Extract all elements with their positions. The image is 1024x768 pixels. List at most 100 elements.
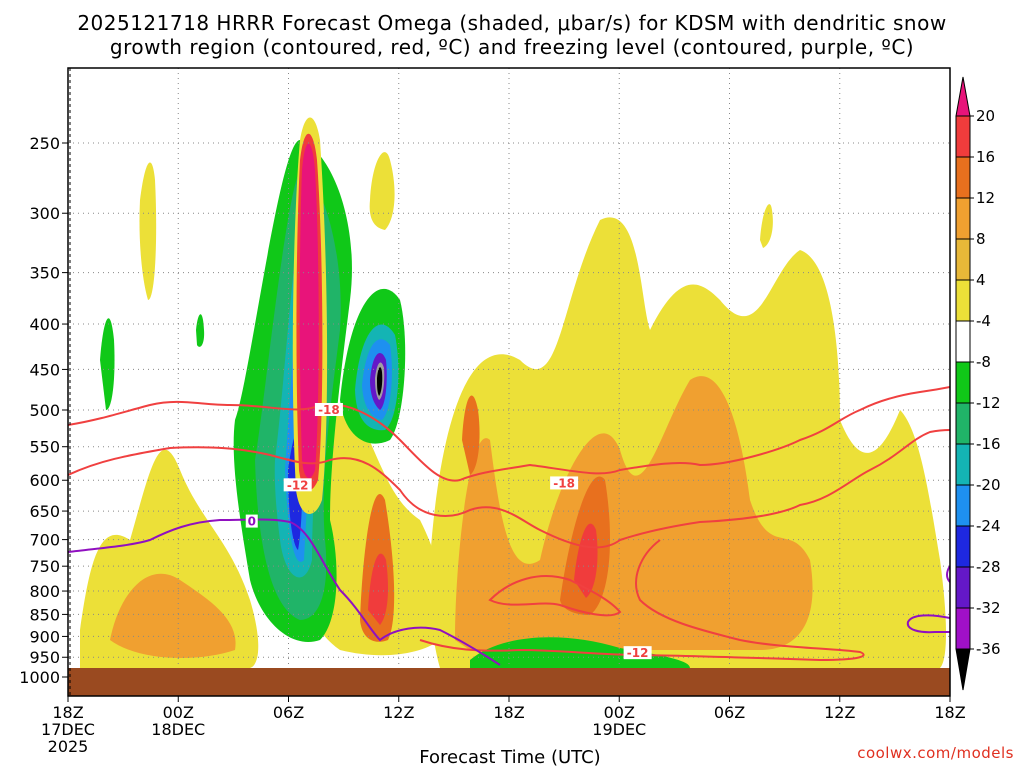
colorbar-label: 4: [976, 271, 986, 289]
x-axis-title: Forecast Time (UTC): [419, 747, 600, 768]
colorbar-swatch: [955, 156, 971, 199]
x-tick-label: 06Z: [273, 703, 304, 722]
dgz-contour-label: -18: [553, 476, 575, 490]
x-tick-label: 06Z: [714, 703, 745, 722]
freezing-contour-0-east: [906, 614, 950, 634]
x-tick-label: 18Z: [52, 703, 83, 722]
omega-region-ascent-weak: [139, 162, 157, 300]
colorbar-swatch: [955, 320, 971, 363]
omega-region-descent-weak: [100, 318, 115, 410]
x-tick-label: 00Z: [163, 703, 194, 722]
dgz-contour-label: -18: [318, 403, 340, 417]
credit-text: coolwx.com/models: [857, 744, 1014, 762]
dgz-contour-minus12-lower: [419, 539, 865, 662]
colorbar-label: -16: [976, 435, 1001, 453]
freezing-contour-0: [68, 518, 501, 666]
colorbar-swatch: [955, 566, 971, 609]
x-tick-label: 18Z: [493, 703, 524, 722]
plot-area: -12 -18 -18 -12 0: [68, 68, 950, 696]
y-axis: 250 300 350 400 450 500 550 600 650 700 750 800 850 9…: [19, 134, 68, 687]
y-tick-label: 500: [29, 401, 60, 420]
colorbar: 20 16 12 8 4 -4 -8 -12 -16 -20 -24 -28 -32 -36: [955, 76, 1001, 691]
dgz-contour-label-bg: [550, 476, 579, 490]
y-tick-label: 850: [29, 605, 60, 624]
x-tick-label: 00Z: [604, 703, 635, 722]
colorbar-swatch: [955, 361, 971, 404]
y-tick-label: 600: [29, 471, 60, 490]
dgz-contour-minus18: [68, 386, 950, 482]
dgz-contour-label: -12: [627, 646, 649, 660]
colorbar-label: 20: [976, 107, 995, 125]
x-tick-label: 2025: [48, 737, 89, 756]
dgz-contour-label: -12: [287, 478, 309, 492]
x-tick-label: 17DEC: [41, 720, 95, 739]
freezing-contour-0-edge: [946, 565, 950, 583]
freezing-contour-label: 0: [248, 515, 256, 529]
colorbar-swatch: [955, 525, 971, 568]
colorbar-label: 8: [976, 230, 986, 248]
dgz-contour-label-bg: [623, 646, 652, 660]
omega-region-ascent-moderate: [455, 376, 813, 650]
omega-region-ascent-strong: [368, 553, 388, 625]
y-tick-label: 1000: [19, 668, 60, 687]
omega-region-ascent-moderate: [110, 573, 236, 659]
colorbar-swatch: [955, 76, 971, 117]
colorbar-swatch: [955, 115, 971, 158]
dgz-contours: [68, 386, 950, 662]
omega-region-descent-strong: [377, 367, 383, 396]
omega-region-ascent-strong: [462, 395, 480, 475]
y-tick-label: 700: [29, 531, 60, 550]
y-tick-label: 650: [29, 502, 60, 521]
chart-title-line2: growth region (contoured, red, ºC) and f…: [110, 35, 914, 59]
omega-region-descent-weak: [196, 314, 205, 347]
colorbar-swatch: [955, 607, 971, 650]
y-tick-label: 300: [29, 204, 60, 223]
dgz-contour-minus18-lower: [488, 575, 622, 617]
y-tick-label: 800: [29, 582, 60, 601]
colorbar-label: -24: [976, 517, 1001, 535]
colorbar-label: -32: [976, 599, 1001, 617]
x-tick-label: 18Z: [934, 703, 965, 722]
colorbar-label: -20: [976, 476, 1001, 494]
x-tick-label: 12Z: [383, 703, 414, 722]
y-tick-label: 400: [29, 315, 60, 334]
omega-field: [80, 117, 946, 669]
chart-title-line1: 2025121718 HRRR Forecast Omega (shaded, …: [77, 11, 946, 35]
freezing-level-contours: [68, 518, 950, 666]
colorbar-label: 16: [976, 148, 995, 166]
colorbar-swatch: [955, 402, 971, 445]
y-tick-label: 750: [29, 557, 60, 576]
omega-region-ascent-strong: [299, 143, 319, 479]
contour-labels: -12 -18 -18 -12 0: [245, 403, 652, 660]
y-tick-label: 950: [29, 648, 60, 667]
dgz-contour-minus12: [68, 429, 950, 549]
colorbar-swatch: [955, 279, 971, 322]
colorbar-label: -28: [976, 558, 1001, 576]
colorbar-label: 12: [976, 189, 995, 207]
colorbar-label: -8: [976, 353, 991, 371]
x-tick-label: 19DEC: [592, 720, 646, 739]
colorbar-swatch: [955, 443, 971, 486]
y-tick-label: 450: [29, 360, 60, 379]
dgz-contour-label-bg: [283, 478, 312, 492]
y-tick-label: 900: [29, 627, 60, 646]
y-tick-label: 250: [29, 134, 60, 153]
colorbar-label: -12: [976, 394, 1001, 412]
colorbar-swatch: [955, 648, 971, 691]
x-tick-label: 18DEC: [151, 720, 205, 739]
omega-region-ascent-weak: [760, 204, 773, 248]
y-tick-label: 350: [29, 264, 60, 283]
colorbar-swatch: [955, 484, 971, 527]
colorbar-label: -36: [976, 640, 1001, 658]
freezing-contour-label-bg: [245, 514, 258, 528]
omega-region-ascent-strong: [574, 523, 598, 598]
x-tick-label: 12Z: [824, 703, 855, 722]
omega-region-ascent-weak: [369, 152, 395, 230]
y-tick-label: 550: [29, 438, 60, 457]
ground-surface: [68, 668, 950, 696]
colorbar-swatch: [955, 238, 971, 281]
dgz-contour-label-bg: [314, 403, 343, 416]
colorbar-swatch: [955, 197, 971, 240]
